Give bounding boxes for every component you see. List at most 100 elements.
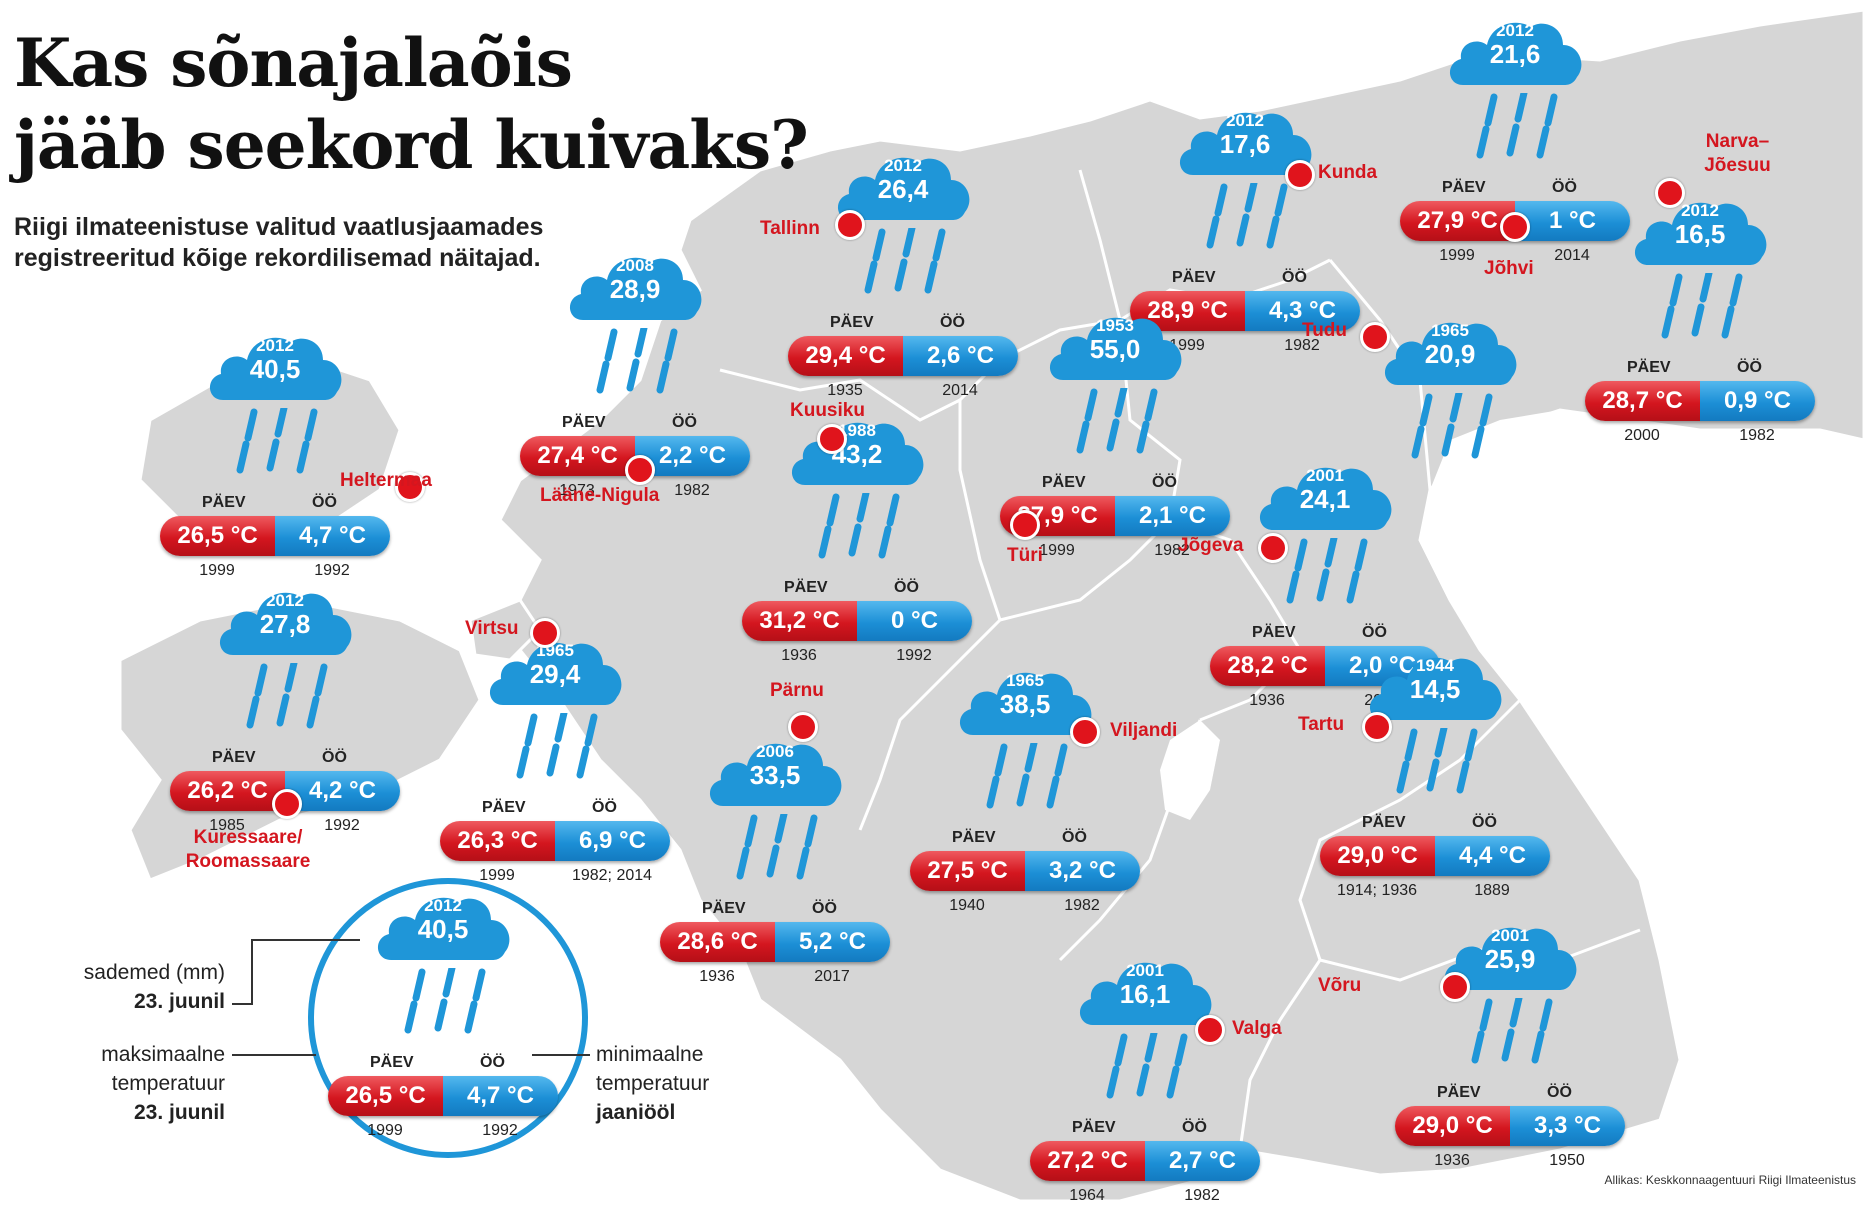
day-label: PÄEV <box>1172 269 1216 286</box>
min-temperature-year: 1982 <box>1064 897 1100 914</box>
max-temperature-year: 1999 <box>1439 247 1475 264</box>
max-temperature-year: 1999 <box>367 1122 403 1139</box>
rain-drops-icon <box>1470 89 1560 163</box>
min-temperature: 0,9 °C <box>1700 381 1815 421</box>
cloud-icon <box>219 592 352 655</box>
max-temperature: 27,4 °C <box>520 436 635 476</box>
rain-record-year: 2012 <box>424 896 462 915</box>
rain-record-year: 2008 <box>616 256 654 275</box>
day-label: PÄEV <box>1437 1084 1481 1101</box>
rain-cloud: 1965 20,9 <box>1380 315 1520 387</box>
rain-record-year: 1965 <box>1006 671 1044 690</box>
min-temperature: 6,9 °C <box>555 821 670 861</box>
min-temperature: 5,2 °C <box>775 922 890 962</box>
legend-max-label: maksimaalne temperatuur 23. juunil <box>101 1043 225 1124</box>
temperature-pill: 28,2 °C 2,0 °C <box>1210 646 1440 686</box>
temperature-pill: 29,0 °C 4,4 °C <box>1320 836 1550 876</box>
city-marker <box>272 789 302 819</box>
temperature-pill: 26,3 °C 6,9 °C <box>440 821 670 861</box>
temperature-pill: 28,7 °C 0,9 °C <box>1585 381 1815 421</box>
max-temperature: 29,0 °C <box>1320 836 1435 876</box>
city-marker <box>788 712 818 742</box>
rain-amount: 43,2 <box>831 439 883 469</box>
rain-amount: 16,1 <box>1119 979 1171 1009</box>
night-label: ÖÖ <box>1282 269 1307 286</box>
rain-amount: 14,5 <box>1409 674 1461 704</box>
rain-cloud: 2001 25,9 <box>1440 920 1580 992</box>
temperature-pill: 26,5 °C 4,7 °C <box>328 1076 558 1116</box>
rain-record-year: 2001 <box>1126 961 1164 980</box>
cloud-icon <box>1384 322 1517 385</box>
min-temperature-year: 1982 <box>674 482 710 499</box>
rain-amount: 20,9 <box>1424 339 1476 369</box>
max-temperature-year: 1964 <box>1069 1187 1105 1204</box>
city-marker <box>835 210 865 240</box>
temperature-pill: 27,5 °C 3,2 °C <box>910 851 1140 891</box>
rain-cloud: 1965 38,5 <box>955 665 1095 737</box>
min-temperature-year: 1992 <box>324 817 360 834</box>
city-name: Jõhvi <box>1484 258 1534 279</box>
max-temperature-year: 1936 <box>1434 1152 1470 1169</box>
rain-drops-icon <box>980 739 1070 813</box>
day-label: PÄEV <box>212 749 256 766</box>
min-temperature-year: 1982 <box>1739 427 1775 444</box>
temperature-pill: 29,4 °C 2,6 °C <box>788 336 1018 376</box>
temperature-pill: 26,5 °C 4,7 °C <box>160 516 390 556</box>
cloud-icon <box>1179 112 1312 175</box>
rain-cloud: 2001 24,1 <box>1255 460 1395 532</box>
temperature-pill: 27,2 °C 2,7 °C <box>1030 1141 1260 1181</box>
cloud-icon <box>489 642 622 705</box>
night-label: ÖÖ <box>940 314 965 331</box>
rain-amount: 33,5 <box>749 760 801 790</box>
city-marker <box>530 618 560 648</box>
rain-cloud: 2001 16,1 <box>1075 955 1215 1027</box>
min-temperature: 1 °C <box>1515 201 1630 241</box>
city-name: Türi <box>1007 545 1043 566</box>
cloud-icon <box>209 337 342 400</box>
rain-drops-icon <box>730 810 820 884</box>
cloud-icon <box>791 422 924 485</box>
night-label: ÖÖ <box>1152 474 1177 491</box>
city-name: Pärnu <box>770 680 824 701</box>
rain-amount: 27,8 <box>259 609 311 639</box>
max-temperature: 26,5 °C <box>160 516 275 556</box>
rain-amount: 28,9 <box>609 274 661 304</box>
rain-amount: 40,5 <box>417 914 469 944</box>
rain-amount: 21,6 <box>1489 39 1541 69</box>
rain-record-year: 2012 <box>884 156 922 175</box>
rain-amount: 40,5 <box>249 354 301 384</box>
rain-drops-icon <box>1465 994 1555 1068</box>
min-temperature: 3,2 °C <box>1025 851 1140 891</box>
min-temperature: 4,7 °C <box>443 1076 558 1116</box>
day-label: PÄEV <box>784 579 828 596</box>
min-temperature: 4,7 °C <box>275 516 390 556</box>
min-temperature: 4,4 °C <box>1435 836 1550 876</box>
city-marker <box>1070 717 1100 747</box>
max-temperature: 29,0 °C <box>1395 1106 1510 1146</box>
max-temperature-year: 1999 <box>199 562 235 579</box>
max-temperature-year: 1936 <box>699 968 735 985</box>
day-label: PÄEV <box>562 414 606 431</box>
night-label: ÖÖ <box>812 900 837 917</box>
max-temperature-year: 1940 <box>949 897 985 914</box>
temperature-pill: 31,2 °C 0 °C <box>742 601 972 641</box>
min-temperature-year: 1982; 2014 <box>571 867 653 884</box>
rain-cloud: 2012 40,5 <box>373 890 513 962</box>
day-label: PÄEV <box>1362 814 1406 831</box>
rain-drops-icon <box>240 659 330 733</box>
rain-cloud: 1944 14,5 <box>1365 650 1505 722</box>
night-label: ÖÖ <box>1362 624 1387 641</box>
max-temperature: 26,3 °C <box>440 821 555 861</box>
city-marker <box>1195 1015 1225 1045</box>
city-name: Kunda <box>1318 162 1378 183</box>
temperature-pill: 27,4 °C 2,2 °C <box>520 436 750 476</box>
max-temperature: 27,9 °C <box>1400 201 1515 241</box>
night-label: ÖÖ <box>322 749 347 766</box>
max-temperature: 28,2 °C <box>1210 646 1325 686</box>
rain-record-year: 2012 <box>1496 21 1534 40</box>
temperature-pill: 28,6 °C 5,2 °C <box>660 922 890 962</box>
max-temperature-year: 1935 <box>827 382 863 399</box>
rain-cloud: 2012 21,6 <box>1445 15 1585 87</box>
rain-drops-icon <box>1655 269 1745 343</box>
max-temperature-year: 1973 <box>559 482 595 499</box>
